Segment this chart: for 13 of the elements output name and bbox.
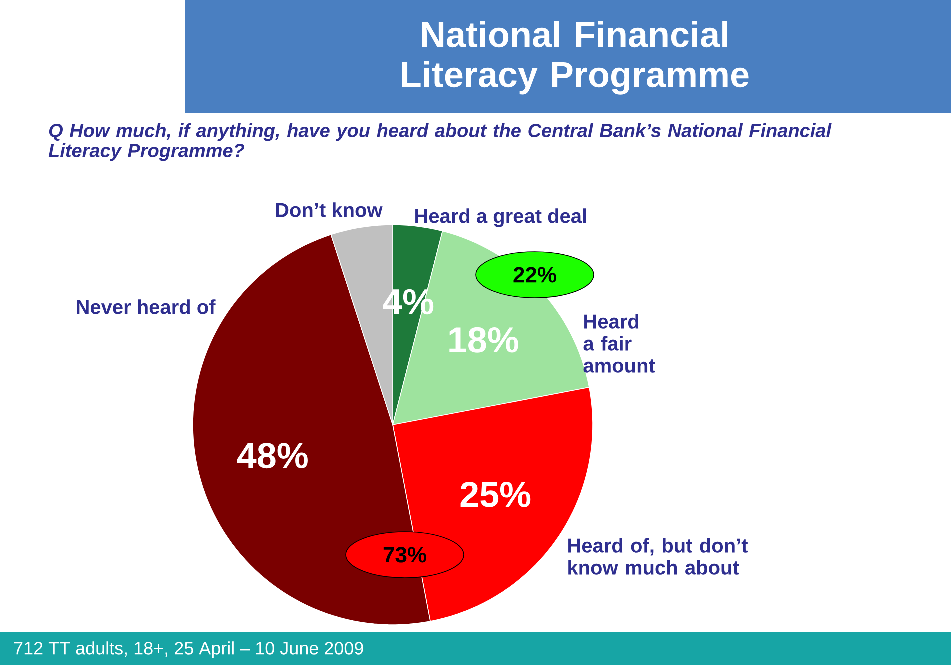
data-label: 48% [237, 443, 308, 469]
slice-label: Heard a great deal [416, 208, 586, 228]
data-label: 18% [450, 327, 518, 353]
data-label: 25% [460, 482, 531, 508]
slice-label: Heard a fair amount [584, 314, 656, 373]
text: 22% [514, 267, 556, 283]
slice-label: Never heard of [77, 300, 216, 314]
text: 712 TT adults, 18+, 25 April – 10 June 2009 [14, 642, 364, 658]
slice-label: Don’t know [276, 202, 383, 218]
chart-subtitle: Q How much, if anything, have you heard about the Central Bank’s National Financial Literacy Programme? [48, 124, 832, 162]
slice-label: Heard of, but don’t know much about [568, 538, 748, 575]
text: 73% [384, 547, 426, 563]
chart-title: National Financial Literacy Programme [402, 21, 749, 95]
